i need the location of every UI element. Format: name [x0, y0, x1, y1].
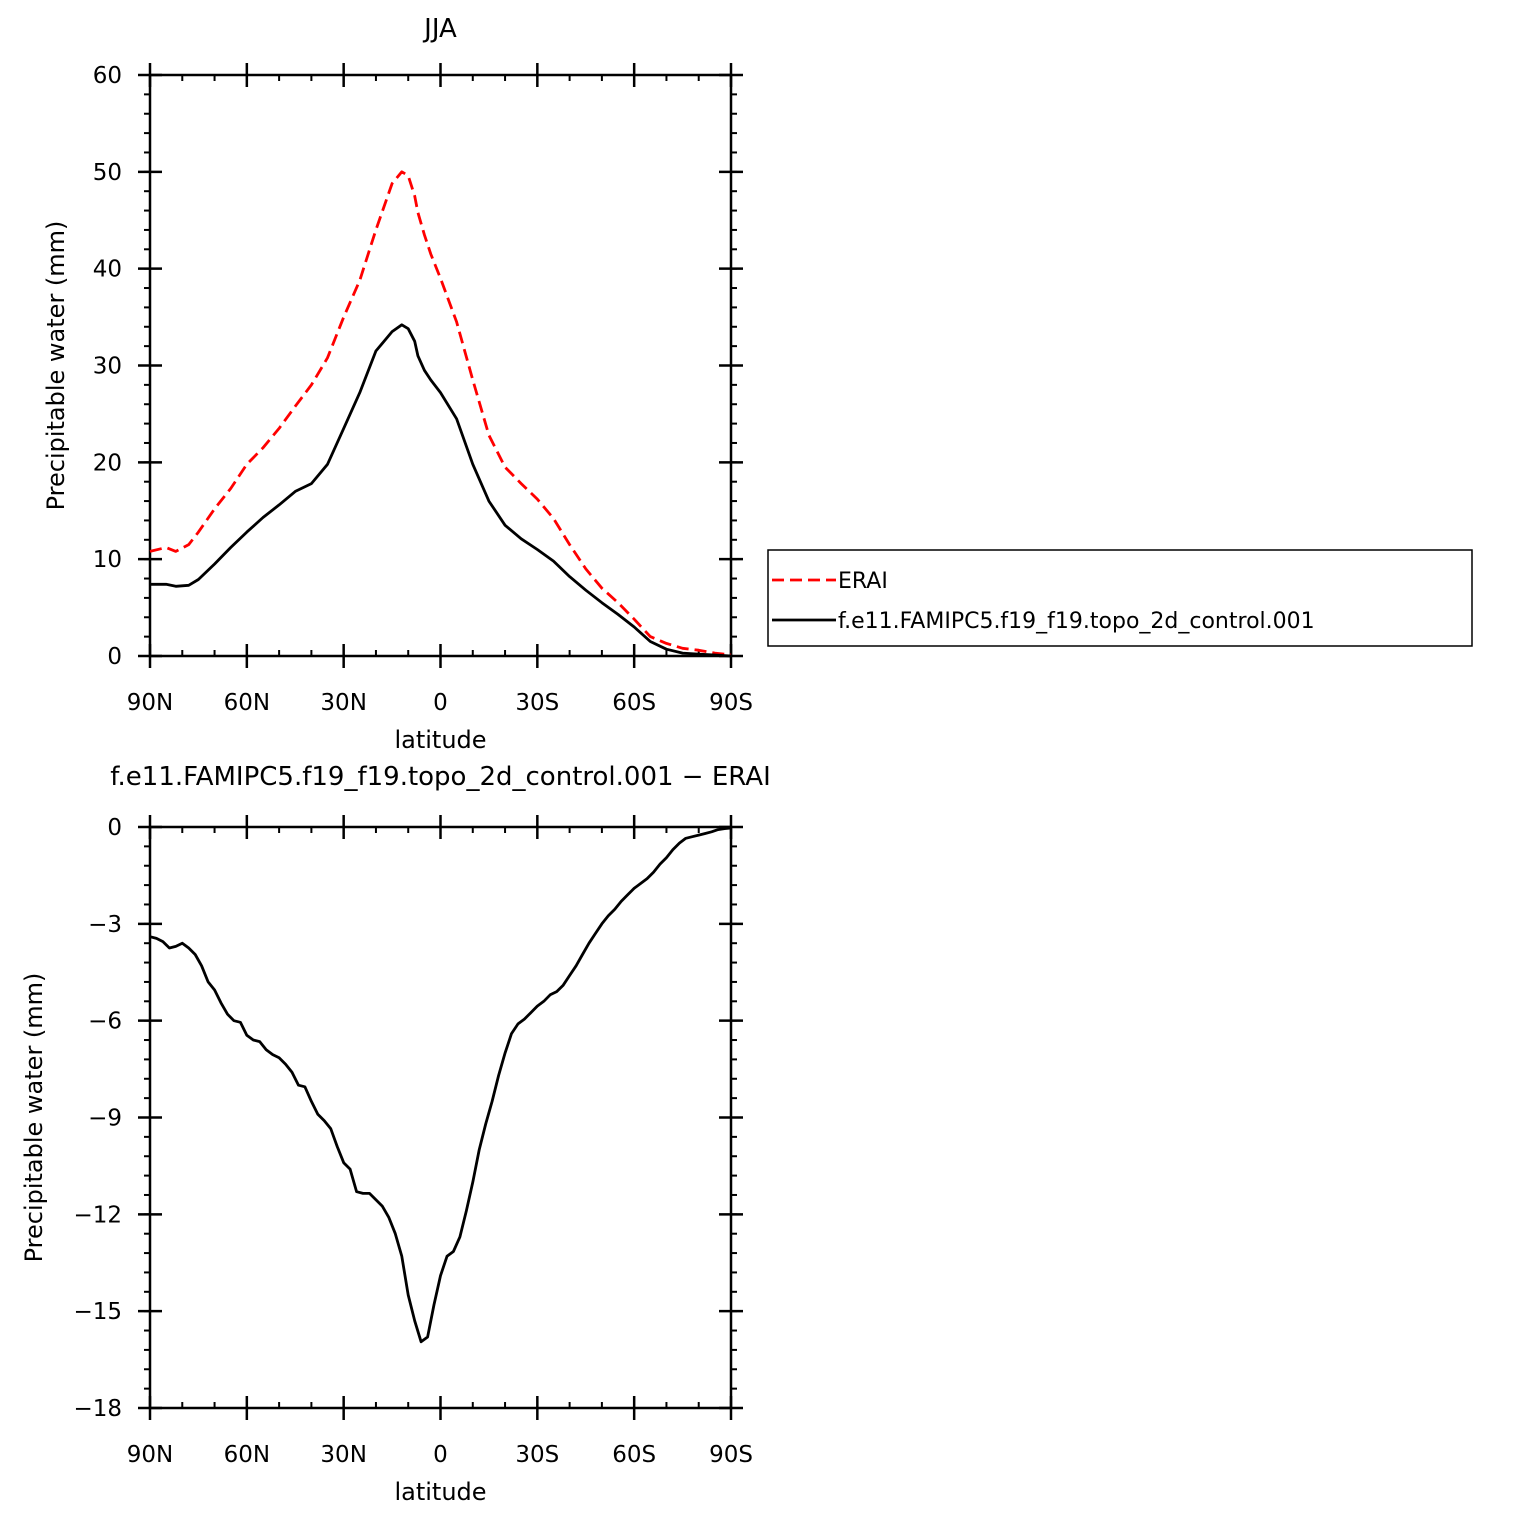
chart-title: JJA: [422, 14, 457, 44]
legend-label-1: f.e11.FAMIPC5.f19_f19.topo_2d_control.00…: [838, 609, 1315, 634]
x-tick-label: 60S: [612, 1442, 656, 1468]
x-tick-label: 30N: [320, 690, 366, 716]
legend-label-0: ERAI: [838, 569, 888, 594]
y-tick-label: 40: [93, 257, 122, 283]
y-tick-label: −15: [73, 1299, 122, 1325]
y-tick-label: 0: [107, 815, 122, 841]
chart-title: f.e11.FAMIPC5.f19_f19.topo_2d_control.00…: [110, 762, 771, 792]
y-tick-label: 50: [93, 160, 122, 186]
y-tick-label: −18: [73, 1396, 122, 1422]
y-tick-label: 60: [93, 63, 122, 89]
x-tick-label: 90S: [709, 690, 753, 716]
series-line-1: [150, 323, 732, 658]
plot-frame: [148, 825, 733, 1410]
x-tick-label: 60S: [612, 690, 656, 716]
x-tick-label: 30S: [515, 690, 559, 716]
y-tick-label: 0: [107, 644, 122, 670]
y-axis-label: Precipitable water (mm): [20, 973, 48, 1263]
x-tick-label: 60N: [224, 1442, 270, 1468]
series-line-0: [149, 170, 732, 657]
series-line-0: [149, 826, 732, 1344]
legend: ERAI f.e11.FAMIPC5.f19_f19.topo_2d_contro…: [767, 549, 1473, 647]
y-tick-label: 30: [93, 354, 122, 380]
x-axis-label: latitude: [394, 726, 486, 754]
x-tick-label: 30N: [320, 1442, 366, 1468]
x-axis-label: latitude: [394, 1478, 486, 1506]
x-tick-label: 60N: [224, 690, 270, 716]
plot-frame: [148, 73, 733, 658]
y-tick-label: −3: [88, 912, 122, 938]
x-tick-label: 90N: [127, 1442, 173, 1468]
x-tick-label: 0: [433, 1442, 448, 1468]
x-tick-label: 0: [433, 690, 448, 716]
y-tick-label: −9: [88, 1106, 122, 1132]
x-tick-label: 30S: [515, 1442, 559, 1468]
y-axis-label: Precipitable water (mm): [42, 221, 70, 511]
x-tick-label: 90N: [127, 690, 173, 716]
y-tick-label: −12: [73, 1202, 122, 1228]
y-tick-label: 20: [93, 450, 122, 476]
x-tick-label: 90S: [709, 1442, 753, 1468]
y-tick-label: 10: [93, 547, 122, 573]
legend-box: [767, 549, 1473, 647]
top-panel-jja: JJA 90N 60N 30N 0 30S 60S 90S 0 10 20 30 40 50 60 latit…: [42, 14, 1473, 754]
bottom-panel-difference: f.e11.FAMIPC5.f19_f19.topo_2d_control.00…: [20, 762, 771, 1506]
y-tick-label: −6: [88, 1009, 122, 1035]
